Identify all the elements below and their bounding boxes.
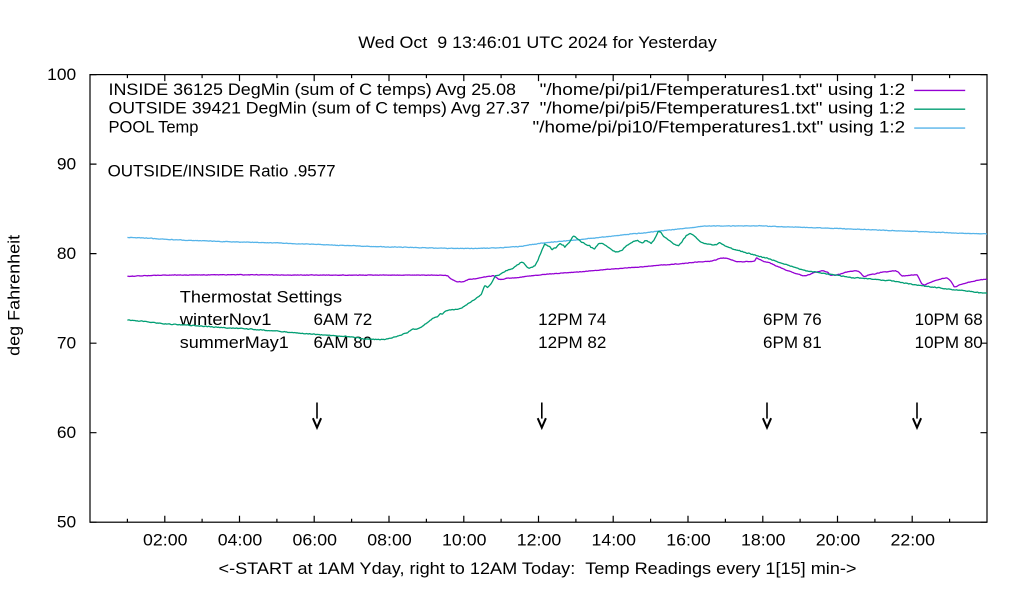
svg-text:6AM 72: 6AM 72 [314, 310, 373, 329]
svg-text:04:00: 04:00 [218, 531, 262, 550]
svg-text:12PM 82: 12PM 82 [538, 333, 606, 352]
svg-text:14:00: 14:00 [592, 531, 636, 550]
svg-text:Thermostat Settings: Thermostat Settings [180, 288, 342, 307]
svg-text:Wed Oct 9 13:46:01 UTC 2024 f: Wed Oct 9 13:46:01 UTC 2024 for Yesterda… [358, 33, 717, 52]
svg-text:10PM 80: 10PM 80 [915, 333, 983, 352]
svg-text:50: 50 [57, 512, 76, 531]
svg-text:winterNov1: winterNov1 [179, 310, 272, 329]
svg-text:6PM 76: 6PM 76 [763, 310, 822, 329]
svg-text:02:00: 02:00 [143, 531, 187, 550]
svg-text:<-START at 1AM Yday, right to: <-START at 1AM Yday, right to 12AM Today… [219, 559, 857, 578]
svg-text:60: 60 [57, 423, 76, 442]
svg-text:"/home/pi/pi1/Ftemperatures1.t: "/home/pi/pi1/Ftemperatures1.txt" using … [540, 80, 906, 99]
svg-text:6AM 80: 6AM 80 [314, 333, 373, 352]
svg-text:"/home/pi/pi10/Ftemperatures1.: "/home/pi/pi10/Ftemperatures1.txt" using… [533, 117, 906, 136]
svg-text:20:00: 20:00 [816, 531, 860, 550]
svg-text:70: 70 [57, 333, 76, 352]
svg-text:16:00: 16:00 [666, 531, 710, 550]
svg-text:12:00: 12:00 [517, 531, 561, 550]
svg-text:08:00: 08:00 [367, 531, 411, 550]
svg-text:18:00: 18:00 [741, 531, 785, 550]
svg-text:12PM 74: 12PM 74 [538, 310, 606, 329]
svg-text:INSIDE 36125 DegMin (sum of C: INSIDE 36125 DegMin (sum of C temps) Avg… [109, 80, 517, 99]
svg-text:100: 100 [47, 65, 76, 84]
svg-text:"/home/pi/pi5/Ftemperatures1.t: "/home/pi/pi5/Ftemperatures1.txt" using … [540, 99, 906, 118]
svg-text:6PM 81: 6PM 81 [763, 333, 822, 352]
svg-text:POOL Temp: POOL Temp [109, 117, 199, 136]
svg-text:10:00: 10:00 [442, 531, 486, 550]
svg-text:deg Fahrenheit: deg Fahrenheit [5, 234, 24, 355]
svg-text:OUTSIDE 39421 DegMin (sum of C: OUTSIDE 39421 DegMin (sum of C temps) Av… [109, 99, 530, 118]
svg-text:80: 80 [57, 244, 76, 263]
svg-text:06:00: 06:00 [293, 531, 337, 550]
svg-text:22:00: 22:00 [891, 531, 935, 550]
svg-text:summerMay1: summerMay1 [180, 333, 289, 352]
svg-text:90: 90 [57, 154, 76, 173]
svg-text:10PM 68: 10PM 68 [915, 310, 983, 329]
svg-text:OUTSIDE/INSIDE Ratio .9577: OUTSIDE/INSIDE Ratio .9577 [108, 162, 336, 181]
